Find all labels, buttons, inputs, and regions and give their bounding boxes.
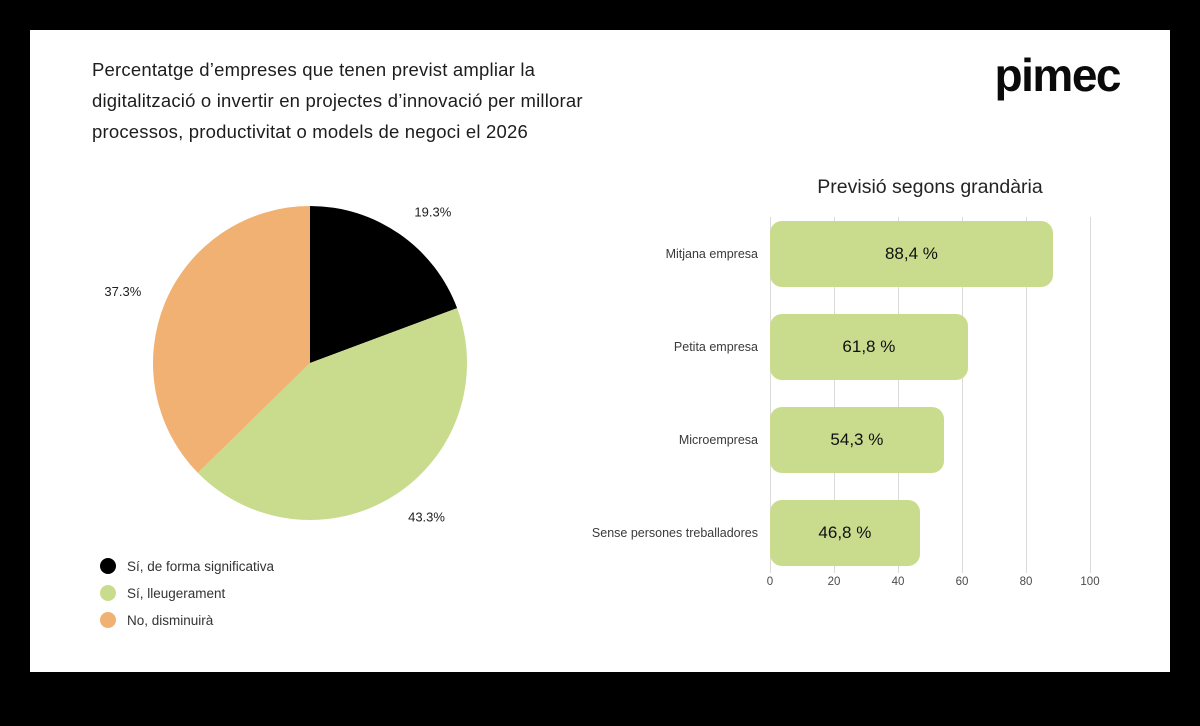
legend-swatch	[100, 612, 116, 628]
legend-swatch	[100, 585, 116, 601]
pie-slice	[153, 206, 310, 473]
gridline	[898, 217, 899, 573]
bar-track: 54,3 %	[770, 407, 1090, 473]
bar-category-label: Mitjana empresa	[665, 247, 758, 261]
pie-legend: Sí, de forma significativa Sí, lleugerame…	[100, 558, 274, 628]
bar-value-label: 54,3 %	[830, 430, 884, 449]
bar-chart: Mitjana empresa 88,4 % Petita empresa 61,8 …	[560, 217, 1140, 598]
bar-category-label: Sense persones treballadores	[591, 526, 758, 540]
x-tick-label: 20	[827, 576, 841, 588]
gridline	[770, 217, 771, 573]
pimec-logo: pimec	[994, 49, 1122, 101]
bar-row: Microempresa 54,3 %	[560, 407, 1140, 473]
bar: 88,4 %	[770, 221, 1053, 287]
pie-slice-label: 37.3%	[104, 284, 141, 299]
legend-item: Sí, de forma significativa	[100, 558, 274, 574]
bar-category-label: Microempresa	[678, 433, 758, 447]
legend-swatch	[100, 558, 116, 574]
bar-track: 46,8 %	[770, 500, 1090, 566]
legend-label: No, disminuirà	[127, 612, 214, 628]
bar-chart-title: Previsió segons grandària	[817, 176, 1043, 198]
bar: 61,8 %	[770, 314, 968, 380]
gridline	[834, 217, 835, 573]
pie-chart-section: 19.3% 43.3% 37.3%	[75, 176, 555, 553]
gridline	[1090, 217, 1091, 573]
gridline	[962, 217, 963, 573]
pie-slice	[197, 308, 468, 521]
x-axis: 0 20 40 60 80 100	[560, 576, 1140, 598]
bar-row: Petita empresa 61,8 %	[560, 314, 1140, 380]
bar-value-label: 88,4 %	[884, 244, 938, 263]
bar-rows: Mitjana empresa 88,4 % Petita empresa 61,8 …	[560, 221, 1140, 566]
chart-card: Percentatge d’empreses que tenen previst…	[30, 30, 1170, 672]
x-tick-label: 80	[1019, 576, 1033, 588]
bar-row: Sense persones treballadores 46,8 %	[560, 500, 1140, 566]
page-title-line: processos, productivitat o models de neg…	[92, 121, 528, 142]
bar: 54,3 %	[770, 407, 944, 473]
gridline	[1026, 217, 1027, 573]
pie-chart: 19.3% 43.3% 37.3%	[104, 205, 468, 525]
pie-slice-label: 19.3%	[414, 205, 451, 220]
bar-track: 61,8 %	[770, 314, 1090, 380]
legend-item: No, disminuirà	[100, 612, 274, 628]
bar-value-label: 46,8 %	[818, 523, 872, 542]
legend-item: Sí, lleugerament	[100, 585, 274, 601]
bar-category-label: Petita empresa	[673, 340, 758, 354]
page-title-line: digitalització o invertir en projectes d…	[92, 90, 583, 111]
pie-slice-label: 43.3%	[408, 510, 445, 525]
x-tick-label: 100	[1080, 576, 1100, 588]
bar: 46,8 %	[770, 500, 920, 566]
x-tick-label: 0	[766, 576, 774, 588]
bar-row: Mitjana empresa 88,4 %	[560, 221, 1140, 287]
legend-label: Sí, de forma significativa	[127, 558, 275, 574]
pie-slice	[310, 206, 458, 363]
page-title: Percentatge d’empreses que tenen previst…	[92, 54, 583, 147]
bar-track: 88,4 %	[770, 221, 1090, 287]
bar-value-label: 61,8 %	[842, 337, 896, 356]
legend-label: Sí, lleugerament	[127, 585, 226, 601]
x-tick-label: 40	[891, 576, 905, 588]
bar-chart-section: Previsió segons grandària Mitjana empres…	[560, 176, 1140, 598]
bar-gridlines	[770, 217, 1091, 573]
x-tick-label: 60	[955, 576, 969, 588]
page-title-line: Percentatge d’empreses que tenen previst…	[92, 59, 536, 80]
